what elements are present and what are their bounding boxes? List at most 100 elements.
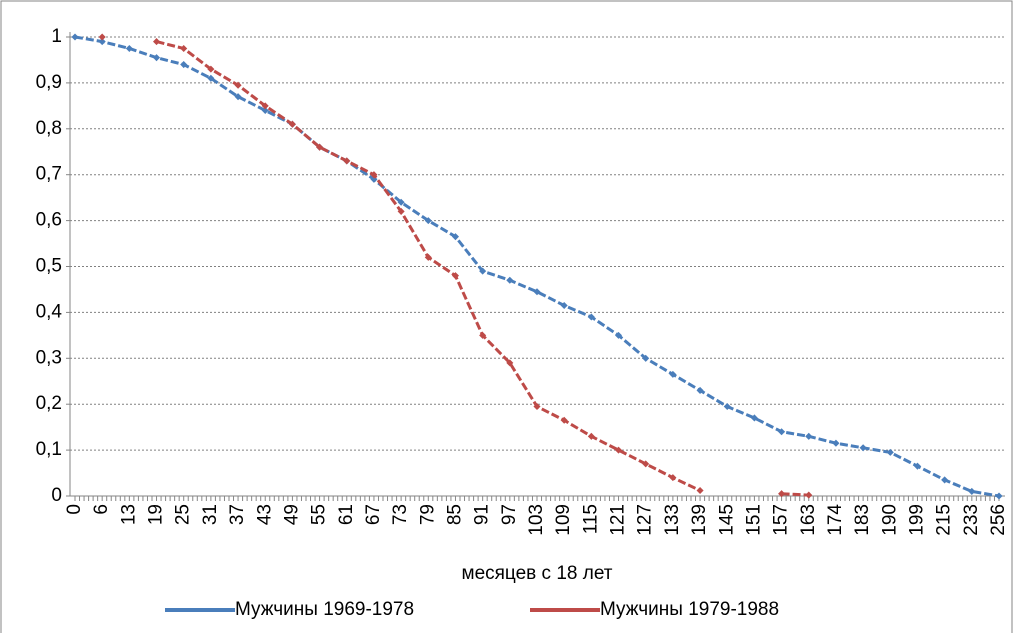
point: [968, 487, 976, 495]
x-tick-label: 233: [961, 504, 982, 536]
x-tick-label: 127: [635, 504, 656, 536]
legend-label: Мужчины 1979-1988: [600, 599, 779, 620]
point: [750, 414, 758, 422]
x-tick-label: 85: [444, 504, 465, 525]
point: [343, 157, 351, 165]
point: [669, 370, 677, 378]
x-tick-label: 256: [988, 504, 1009, 536]
x-tick-label: 199: [906, 504, 927, 536]
point: [207, 74, 215, 82]
x-tick-label: 139: [689, 504, 710, 536]
point: [234, 81, 242, 89]
point: [424, 253, 432, 261]
y-tick-label: 1: [51, 26, 62, 47]
x-tick-label: 163: [798, 504, 819, 536]
x-axis-title: месяцев с 18 лет: [462, 563, 613, 584]
x-tick-label: 43: [254, 504, 275, 525]
point: [397, 207, 405, 215]
point: [723, 402, 731, 411]
y-tick-label: 0,8: [36, 118, 62, 139]
y-tick-label: 0,2: [36, 393, 62, 414]
point: [696, 386, 704, 394]
y-tick-label: 0,5: [36, 256, 62, 277]
y-tick-label: 0,9: [36, 72, 62, 93]
x-tick-label: 121: [608, 504, 629, 536]
point: [451, 233, 460, 241]
x-tick-label: 61: [336, 504, 357, 525]
point: [424, 217, 432, 225]
x-tick-label: 0: [64, 504, 85, 515]
point: [180, 61, 188, 69]
point: [533, 288, 541, 296]
x-tick-label: 151: [743, 504, 764, 536]
x-tick-label: 115: [580, 504, 601, 534]
x-tick-label: 79: [417, 504, 438, 525]
x-tick-label: 174: [825, 504, 846, 536]
x-tick-label: 55: [309, 504, 330, 525]
point: [560, 416, 568, 424]
point: [506, 276, 514, 284]
x-tick-label: 91: [472, 504, 493, 525]
point: [261, 106, 269, 114]
point: [669, 474, 677, 482]
point: [451, 272, 460, 280]
point: [778, 490, 786, 498]
x-tick-label: 109: [553, 504, 574, 536]
x-tick-label: 49: [281, 504, 302, 525]
point: [805, 432, 813, 440]
point: [152, 54, 161, 62]
point: [886, 448, 894, 456]
x-tick-label: 37: [227, 504, 248, 525]
point: [941, 476, 949, 484]
x-tick-label: 31: [200, 504, 221, 525]
x-tick-label: 183: [852, 504, 873, 536]
point: [859, 444, 867, 452]
x-tick-label: 19: [146, 504, 167, 525]
x-tick-label: 67: [363, 504, 384, 525]
x-tick-label: 145: [716, 504, 737, 536]
y-tick-label: 0,3: [36, 347, 62, 368]
point: [995, 492, 1003, 500]
x-tick-label: 215: [934, 504, 955, 536]
point: [370, 171, 378, 179]
point: [479, 267, 487, 275]
x-tick-label: 157: [771, 504, 792, 536]
point: [696, 486, 704, 495]
x-tick-label: 6: [91, 504, 112, 515]
point: [152, 38, 161, 46]
point: [397, 198, 405, 206]
point: [316, 143, 324, 151]
point: [642, 354, 650, 362]
point: [832, 439, 840, 447]
x-tick-label: 103: [526, 504, 547, 536]
point: [234, 93, 242, 101]
y-tick-label: 0,4: [36, 301, 63, 322]
y-tick-label: 0: [51, 485, 62, 506]
point: [180, 44, 188, 53]
series-line: [74, 35, 1000, 498]
legend-label: Мужчины 1969-1978: [235, 599, 414, 620]
x-tick-label: 73: [390, 504, 411, 525]
point: [479, 331, 487, 339]
point: [913, 462, 922, 470]
y-tick-label: 0,6: [36, 210, 62, 231]
point: [207, 65, 215, 73]
point: [288, 120, 296, 128]
point: [614, 446, 623, 454]
point: [587, 432, 595, 440]
point: [805, 491, 813, 499]
point: [587, 313, 595, 321]
point: [614, 331, 623, 339]
x-tick-label: 25: [173, 504, 194, 525]
x-tick-label: 97: [499, 504, 520, 525]
y-tick-label: 0,7: [36, 164, 62, 185]
point: [778, 428, 786, 436]
point: [560, 301, 568, 310]
point: [642, 460, 650, 468]
x-tick-label: 133: [662, 504, 683, 536]
point: [261, 102, 269, 110]
x-tick-label: 13: [118, 504, 139, 525]
point: [533, 402, 541, 411]
